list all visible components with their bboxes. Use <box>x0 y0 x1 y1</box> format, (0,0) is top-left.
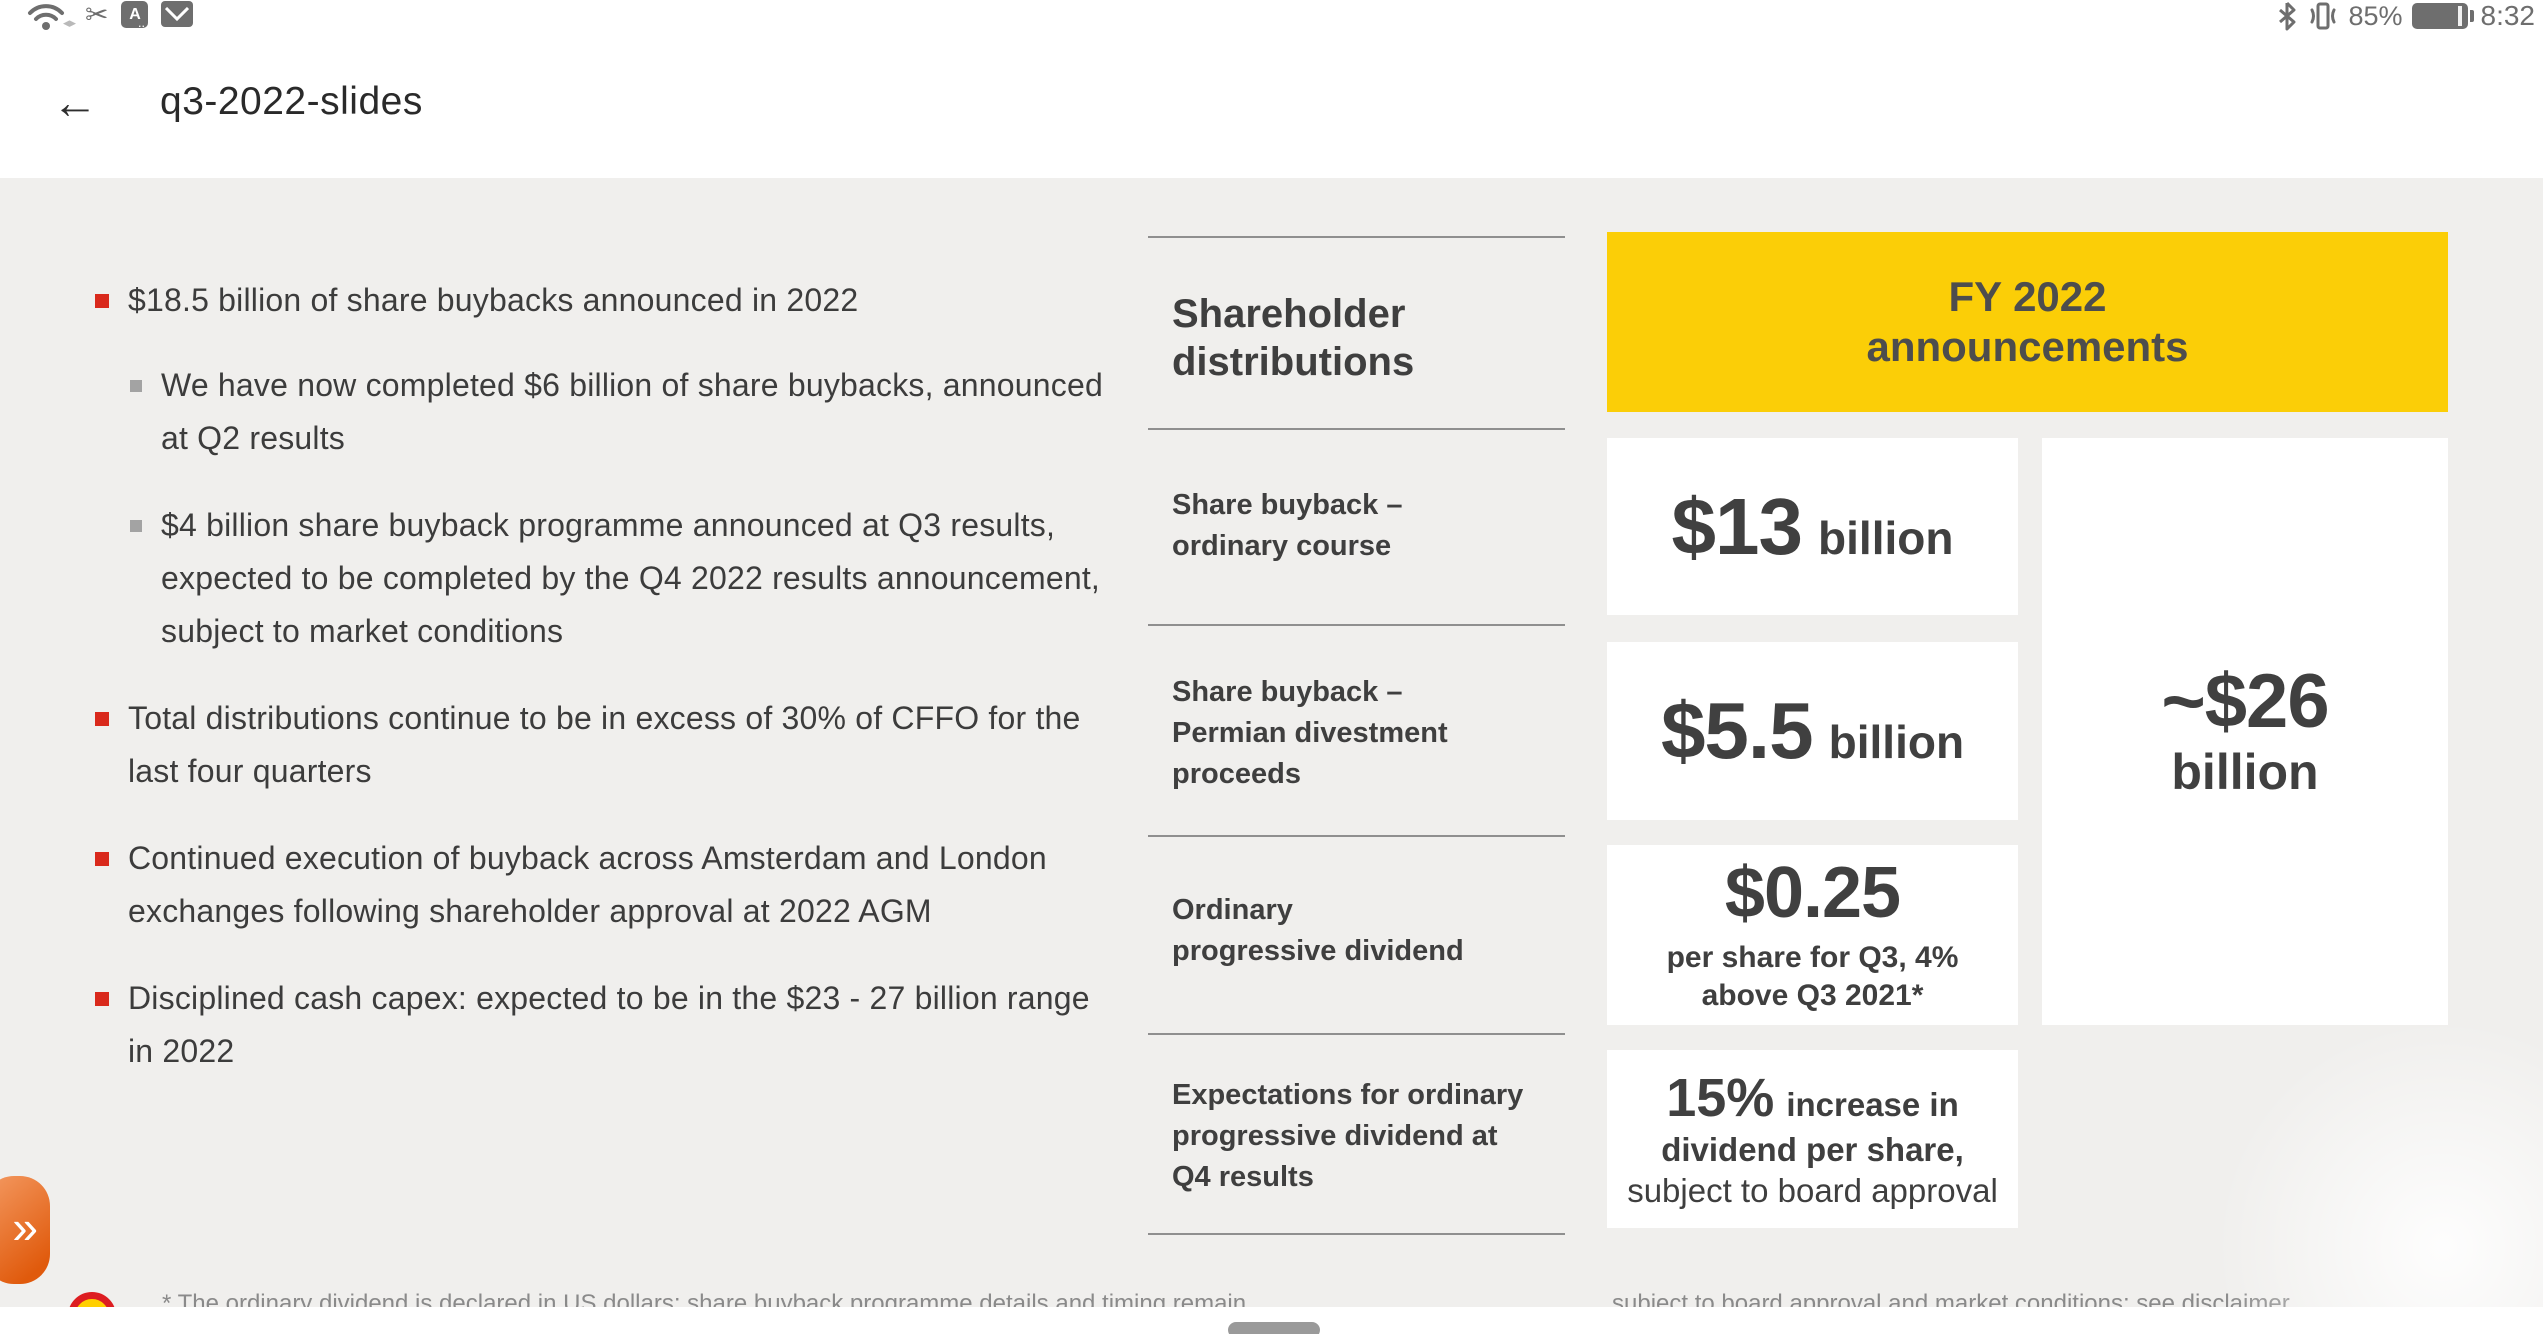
status-bar-left: ◂▸ ✂ A .. <box>26 0 194 31</box>
footnote-text: * The ordinary dividend is declared in U… <box>162 1290 1247 1307</box>
table-row-label: Expectations for ordinary progressive di… <box>1172 1079 1524 1193</box>
total-value: ~$26 <box>2161 658 2329 744</box>
scissors-icon: ✂ <box>85 0 109 30</box>
back-button[interactable]: ← <box>52 72 122 132</box>
bullet-text: We have now completed $6 billion of shar… <box>161 367 1103 456</box>
value-unit: billion <box>1818 511 1954 564</box>
bullet-marker-icon <box>95 712 109 726</box>
autofill-letter: A <box>129 5 141 23</box>
value-note: per share for Q3, 4% above Q3 2021* <box>1666 941 1959 1012</box>
status-bar: ◂▸ ✂ A .. <box>0 0 2543 34</box>
battery-percent: 85% <box>2348 1 2403 31</box>
total-box: ~$26 billion <box>2042 438 2448 1025</box>
bullet-item: $18.5 billion of share buybacks announce… <box>95 274 1105 327</box>
bullet-item: Disciplined cash capex: expected to be i… <box>95 972 1105 1078</box>
bullet-item: We have now completed $6 billion of shar… <box>130 359 1110 465</box>
bluetooth-icon <box>2276 1 2298 31</box>
mail-icon <box>161 1 194 27</box>
autofill-dots: .. <box>138 19 146 29</box>
bullet-text: Total distributions continue to be in ex… <box>128 700 1081 789</box>
total-unit: billion <box>2171 743 2319 800</box>
double-chevron-right-icon: » <box>12 1201 38 1253</box>
value-bold-text: increase in <box>1786 1086 1959 1123</box>
bullet-item: Continued execution of buyback across Am… <box>95 832 1105 938</box>
divider <box>1148 236 1565 238</box>
document-title: q3-2022-slides <box>160 80 423 123</box>
value-unit: billion <box>1828 716 1965 768</box>
value-regular-text: subject to board approval <box>1627 1172 1998 1209</box>
clock-time: 8:32 <box>2480 0 2536 31</box>
table-row-header: Shareholder distributions <box>1172 292 1415 384</box>
table-row-label: Share buyback – ordinary course <box>1172 489 1403 562</box>
bullet-text: $18.5 billion of share buybacks announce… <box>128 282 859 318</box>
value-number: $0.25 <box>1724 853 1901 933</box>
sub-bullet-marker-icon <box>130 380 142 392</box>
scrollbar-thumb[interactable] <box>1228 1322 1320 1334</box>
battery-icon <box>2411 3 2474 29</box>
value-box-share-buyback-permian: $5.5 billion <box>1607 642 2018 820</box>
value-number: 15% <box>1666 1068 1775 1128</box>
bullet-marker-icon <box>95 992 109 1006</box>
bullet-marker-icon <box>95 294 109 308</box>
footnote-text: subject to board approval and market con… <box>1612 1290 2290 1307</box>
bullet-item: $4 billion share buyback programme annou… <box>130 499 1110 658</box>
bullet-item: Total distributions continue to be in ex… <box>95 692 1105 798</box>
corner-glow-decoration <box>2213 1017 2543 1307</box>
vibrate-icon <box>2307 1 2339 31</box>
value-number: $13 <box>1671 481 1803 571</box>
value-box-ordinary-dividend: $0.25 per share for Q3, 4% above Q3 2021… <box>1607 845 2018 1025</box>
divider <box>1148 835 1565 837</box>
shell-pecten-logo <box>68 1292 116 1307</box>
sub-bullet-marker-icon <box>130 520 142 532</box>
bullet-marker-icon <box>95 852 109 866</box>
expand-panel-button[interactable]: » <box>0 1176 50 1284</box>
value-box-dividend-expectations: 15% increase in dividend per share, subj… <box>1607 1050 2018 1228</box>
table-row-label: Ordinary progressive dividend <box>1172 894 1464 967</box>
wifi-icon: ◂▸ <box>26 1 76 31</box>
autofill-icon: A .. <box>121 1 149 29</box>
value-bold-text: dividend per share, <box>1661 1131 1964 1168</box>
divider <box>1148 624 1565 626</box>
bullet-text: Disciplined cash capex: expected to be i… <box>128 980 1090 1069</box>
value-number: $5.5 <box>1660 686 1814 775</box>
divider <box>1148 1033 1565 1035</box>
slide-page: $18.5 billion of share buybacks announce… <box>0 178 2543 1307</box>
divider <box>1148 1233 1565 1235</box>
bullet-text: $4 billion share buyback programme annou… <box>161 507 1101 649</box>
wifi-traffic-arrows-icon: ◂▸ <box>62 15 76 30</box>
table-row-label: Share buyback – Permian divestment proce… <box>1172 676 1448 790</box>
divider <box>1148 428 1565 430</box>
fy2022-announcements-header: FY 2022 announcements <box>1607 232 2448 412</box>
app-header: ← q3-2022-slides <box>0 34 2543 178</box>
bullet-text: Continued execution of buyback across Am… <box>128 840 1047 929</box>
value-box-share-buyback-ordinary: $13 billion <box>1607 438 2018 615</box>
status-bar-right: 85% 8:32 <box>2276 0 2535 32</box>
